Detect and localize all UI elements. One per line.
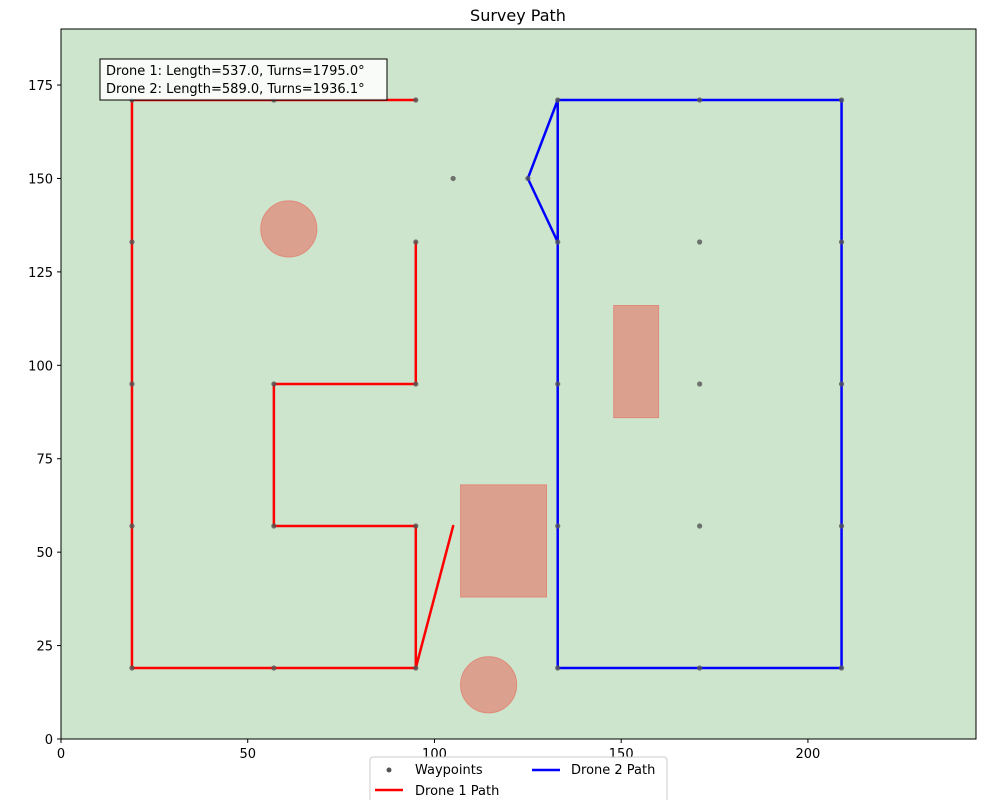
waypoint-marker-21 (555, 97, 561, 103)
y-tick-label-75: 75 (36, 453, 53, 468)
annotation-line-drone1: Drone 1: Length=537.0, Turns=1795.0° (106, 64, 365, 79)
waypoint-marker-6 (271, 665, 277, 671)
waypoint-marker-18 (555, 523, 561, 529)
waypoint-marker-14 (413, 97, 419, 103)
waypoint-marker-10 (413, 665, 419, 671)
legend-waypoints-label: Waypoints (415, 763, 483, 778)
stats-annotation: Drone 1: Length=537.0, Turns=1795.0° Dro… (99, 58, 388, 101)
y-tick-label-0: 0 (45, 733, 53, 748)
plot-area (61, 29, 976, 739)
plot-frame (60, 28, 977, 740)
waypoint-marker-15 (450, 175, 456, 182)
legend-waypoints-marker (386, 767, 392, 773)
waypoint-marker-20 (555, 239, 561, 245)
y-tick-label-150: 150 (28, 172, 53, 187)
waypoint-marker-25 (697, 239, 703, 245)
waypoint-marker-1 (129, 665, 135, 671)
waypoint-marker-24 (697, 381, 703, 387)
obstacles-layer (260, 200, 660, 714)
legend: Waypoints Drone 1 Path Drone 2 Path (369, 756, 668, 800)
waypoint-marker-29 (838, 381, 845, 387)
waypoint-marker-31 (838, 97, 845, 103)
y-tick-label-100: 100 (28, 359, 53, 374)
waypoint-marker-26 (697, 97, 703, 103)
y-tick-label-175: 175 (28, 79, 53, 94)
waypoint-marker-22 (697, 665, 703, 671)
obstacle-circle-2 (460, 656, 518, 714)
legend-box (369, 756, 668, 800)
waypoint-marker-13 (413, 239, 419, 245)
y-tick-label-125: 125 (28, 266, 53, 281)
y-tick-label-50: 50 (36, 546, 53, 561)
waypoint-marker-7 (271, 523, 277, 529)
waypoints-layer (129, 97, 845, 671)
waypoint-marker-17 (555, 665, 561, 671)
y-tick-label-25: 25 (36, 640, 53, 655)
waypoint-marker-30 (838, 239, 845, 245)
chart-title: Survey Path (470, 6, 566, 25)
x-tick-label-50: 50 (239, 747, 256, 762)
obstacle-circle-1 (260, 200, 318, 258)
annotation-line-drone2: Drone 2: Length=589.0, Turns=1936.1° (106, 82, 365, 97)
waypoint-marker-23 (697, 523, 703, 529)
legend-drone1-label: Drone 1 Path (415, 784, 499, 799)
waypoint-marker-27 (838, 665, 845, 671)
obstacle-rect-1 (460, 484, 548, 598)
waypoint-marker-8 (271, 381, 277, 387)
annotation-box (99, 58, 388, 101)
waypoint-marker-28 (838, 523, 845, 529)
x-tick-label-0: 0 (57, 747, 65, 762)
obstacle-rect-2 (613, 305, 660, 419)
waypoint-marker-11 (413, 523, 419, 529)
x-tick-label-200: 200 (796, 747, 821, 762)
waypoint-marker-19 (555, 381, 561, 387)
waypoint-marker-16 (525, 175, 531, 182)
waypoint-marker-3 (129, 381, 135, 387)
waypoint-marker-12 (413, 381, 419, 387)
waypoint-marker-4 (129, 239, 135, 245)
legend-drone2-label: Drone 2 Path (571, 763, 655, 778)
waypoint-marker-2 (129, 523, 135, 529)
